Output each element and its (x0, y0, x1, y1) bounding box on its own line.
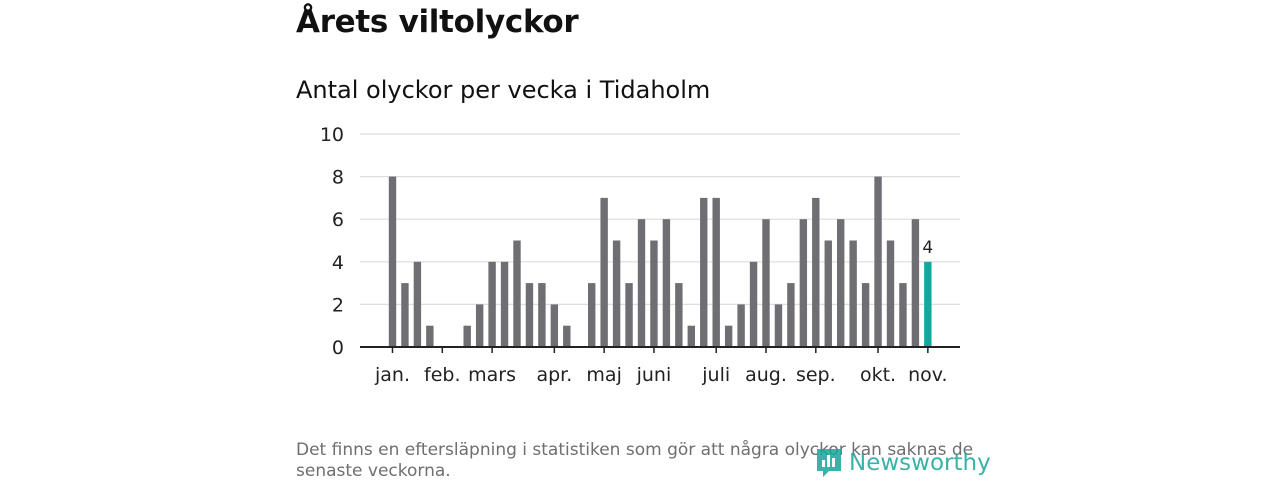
footnote: Det finns en eftersläpning i statistiken… (296, 440, 974, 481)
bar-week-38 (849, 240, 857, 347)
bar-week-22 (650, 240, 658, 347)
y-tick-label: 2 (332, 294, 344, 316)
bar-week-7 (463, 325, 471, 347)
y-tick-label: 8 (332, 167, 344, 189)
bar-week-13 (538, 283, 546, 347)
brand-name: Newsworthy (849, 450, 991, 476)
bar-week-44 (924, 261, 932, 347)
bar-week-1 (388, 176, 397, 347)
bar-week-39 (861, 283, 870, 347)
bar-week-43 (911, 219, 920, 347)
x-tick-label: juli (701, 364, 730, 386)
x-tick-label: nov. (908, 364, 947, 386)
bar-week-29 (737, 304, 745, 347)
bars (388, 176, 932, 347)
bar-week-20 (625, 283, 633, 347)
newsworthy-logo-icon (817, 449, 841, 477)
bar-week-40 (874, 176, 882, 347)
bar-week-28 (724, 325, 733, 347)
bar-week-8 (475, 304, 484, 347)
bar-week-2 (401, 283, 409, 347)
y-tick-label: 0 (332, 337, 344, 359)
grid-lines (360, 133, 960, 305)
data-labels: 4 (922, 238, 933, 258)
bar-week-25 (687, 325, 695, 347)
bar-week-3 (413, 261, 422, 347)
bar-week-33 (787, 283, 795, 347)
x-tick-label: okt. (860, 364, 896, 386)
bar-week-30 (749, 261, 758, 347)
bar-week-37 (837, 219, 845, 347)
x-tick-label: apr. (536, 364, 572, 386)
x-axis-ticks: jan. feb. mars apr. maj juni juli aug. sep. okt. n… (374, 347, 948, 386)
bar-week-34 (799, 219, 808, 347)
bar-week-21 (637, 219, 646, 347)
x-tick-label: sep. (796, 364, 836, 386)
bar-week-35 (812, 197, 820, 347)
bar-week-23 (662, 219, 671, 347)
bar-week-12 (525, 283, 534, 347)
x-tick-label: maj (586, 364, 621, 386)
bar-week-26 (700, 197, 708, 347)
bar-week-32 (774, 304, 783, 347)
bar-week-17 (588, 283, 596, 347)
bar-week-18 (600, 197, 608, 347)
y-axis-ticks: 0 2 4 6 8 10 (320, 124, 344, 359)
chart-subtitle: Antal olyckor per vecka i Tidaholm (296, 76, 711, 104)
y-tick-label: 10 (320, 124, 344, 146)
chart-title: Årets viltolyckor (296, 4, 579, 40)
x-tick-label: mars (468, 364, 516, 386)
bar-week-27 (712, 197, 720, 347)
bar-week-10 (500, 261, 509, 347)
bar-week-31 (762, 219, 770, 347)
data-label-last-week: 4 (922, 238, 933, 258)
y-tick-label: 6 (332, 209, 344, 231)
bar-week-14 (550, 304, 559, 347)
bar-week-15 (563, 325, 571, 347)
x-tick-label: feb. (424, 364, 460, 386)
y-tick-label: 4 (332, 252, 344, 274)
bar-week-24 (675, 283, 683, 347)
bar-week-11 (513, 240, 521, 347)
bar-week-9 (488, 261, 496, 347)
x-tick-label: juni (636, 364, 672, 386)
brand-logo: Newsworthy (815, 446, 991, 480)
bar-week-36 (824, 240, 832, 347)
bar-week-4 (426, 325, 434, 347)
bar-week-41 (886, 240, 895, 347)
x-tick-label: jan. (374, 364, 410, 386)
bar-week-42 (899, 283, 907, 347)
bar-week-19 (612, 240, 621, 347)
x-tick-label: aug. (745, 364, 787, 386)
